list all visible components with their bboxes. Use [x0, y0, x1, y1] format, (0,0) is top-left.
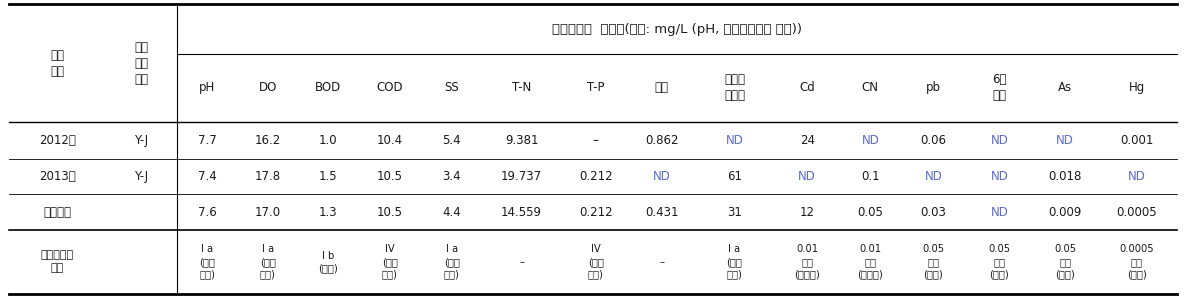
Text: I a
(매우
좋음): I a (매우 좋음) [444, 244, 459, 279]
Text: 조사
시기: 조사 시기 [51, 49, 64, 78]
Text: 0.212: 0.212 [579, 206, 612, 219]
Text: ND: ND [990, 134, 1008, 147]
Text: 환경기준치
평가: 환경기준치 평가 [42, 250, 74, 273]
Text: As: As [1058, 81, 1072, 94]
Text: ND: ND [1128, 170, 1146, 183]
Text: 10.5: 10.5 [377, 170, 403, 183]
Text: 5.4: 5.4 [442, 134, 461, 147]
Text: 0.0005
이하
(만족): 0.0005 이하 (만족) [1120, 244, 1154, 279]
Text: 7.7: 7.7 [198, 134, 217, 147]
Text: ND: ND [652, 170, 670, 183]
Text: 전체평균: 전체평균 [44, 206, 71, 219]
Text: 0.05
이하
(만족): 0.05 이하 (만족) [1054, 244, 1077, 279]
Text: ND: ND [990, 170, 1008, 183]
Text: Cd: Cd [799, 81, 815, 94]
Text: 0.431: 0.431 [645, 206, 678, 219]
Text: DO: DO [259, 81, 276, 94]
Text: 31: 31 [727, 206, 742, 219]
Text: –: – [593, 134, 599, 147]
Text: 3.4: 3.4 [442, 170, 461, 183]
Text: COD: COD [376, 81, 403, 94]
Text: 10.5: 10.5 [377, 206, 403, 219]
Text: T-P: T-P [587, 81, 605, 94]
Text: ND: ND [990, 206, 1008, 219]
Text: 10.4: 10.4 [377, 134, 403, 147]
Text: 0.03: 0.03 [920, 206, 946, 219]
Text: 7.6: 7.6 [198, 206, 217, 219]
Text: 조사
지점
번호: 조사 지점 번호 [134, 41, 148, 86]
Text: 12: 12 [799, 206, 815, 219]
Text: 17.8: 17.8 [255, 170, 281, 183]
Text: T-N: T-N [512, 81, 531, 94]
Text: pH: pH [199, 81, 216, 94]
Text: I a
(매우
좋음): I a (매우 좋음) [727, 244, 742, 279]
Text: IV
(약간
나쁨): IV (약간 나쁨) [382, 244, 397, 279]
Text: BOD: BOD [315, 81, 342, 94]
Text: SS: SS [445, 81, 459, 94]
Text: 0.05
이하
(만족): 0.05 이하 (만족) [923, 244, 944, 279]
Text: Y-J: Y-J [134, 170, 148, 183]
Text: –: – [659, 257, 664, 267]
Text: pb: pb [926, 81, 940, 94]
Text: 페놀: 페놀 [655, 81, 669, 94]
Text: 1.5: 1.5 [319, 170, 337, 183]
Text: 0.05
이하
(만족): 0.05 이하 (만족) [988, 244, 1010, 279]
Text: ND: ND [1057, 134, 1075, 147]
Text: 1.0: 1.0 [319, 134, 337, 147]
Text: CN: CN [862, 81, 879, 94]
Text: 0.0005: 0.0005 [1116, 206, 1158, 219]
Text: ND: ND [798, 170, 816, 183]
Text: 6가
크롬: 6가 크롬 [993, 73, 1007, 103]
Text: 0.018: 0.018 [1048, 170, 1082, 183]
Text: –: – [519, 257, 524, 267]
Text: I b
(좋음): I b (좋음) [318, 251, 338, 273]
Text: 24: 24 [799, 134, 815, 147]
Text: 2012년: 2012년 [39, 134, 76, 147]
Text: 조사항목별  오염도(단위: mg/L (pH, 총대장균군수 제외)): 조사항목별 오염도(단위: mg/L (pH, 총대장균군수 제외)) [551, 23, 802, 35]
Text: 0.05: 0.05 [857, 206, 884, 219]
Text: 0.009: 0.009 [1048, 206, 1082, 219]
Text: ND: ND [861, 134, 879, 147]
Text: IV
(약간
나쁨): IV (약간 나쁨) [588, 244, 604, 279]
Text: I a
(매우
좋음): I a (매우 좋음) [199, 244, 215, 279]
Text: 0.001: 0.001 [1120, 134, 1153, 147]
Text: 0.1: 0.1 [861, 170, 880, 183]
Text: Hg: Hg [1129, 81, 1144, 94]
Text: 19.737: 19.737 [500, 170, 542, 183]
Text: 0.862: 0.862 [645, 134, 678, 147]
Text: 0.06: 0.06 [920, 134, 946, 147]
Text: ND: ND [925, 170, 943, 183]
Text: 17.0: 17.0 [255, 206, 281, 219]
Text: Y-J: Y-J [134, 134, 148, 147]
Text: 61: 61 [727, 170, 742, 183]
Text: 14.559: 14.559 [502, 206, 542, 219]
Text: 총대장
균군수: 총대장 균군수 [723, 73, 745, 103]
Text: 4.4: 4.4 [442, 206, 461, 219]
Text: 0.212: 0.212 [579, 170, 612, 183]
Text: I a
(매우
좋음): I a (매우 좋음) [260, 244, 275, 279]
Text: 9.381: 9.381 [505, 134, 538, 147]
Text: 0.01
이하
(불만족): 0.01 이하 (불만족) [795, 244, 820, 279]
Text: ND: ND [726, 134, 744, 147]
Text: 0.01
이하
(불만족): 0.01 이하 (불만족) [857, 244, 884, 279]
Text: 1.3: 1.3 [319, 206, 337, 219]
Text: 7.4: 7.4 [198, 170, 217, 183]
Text: 2013년: 2013년 [39, 170, 76, 183]
Text: 16.2: 16.2 [255, 134, 281, 147]
